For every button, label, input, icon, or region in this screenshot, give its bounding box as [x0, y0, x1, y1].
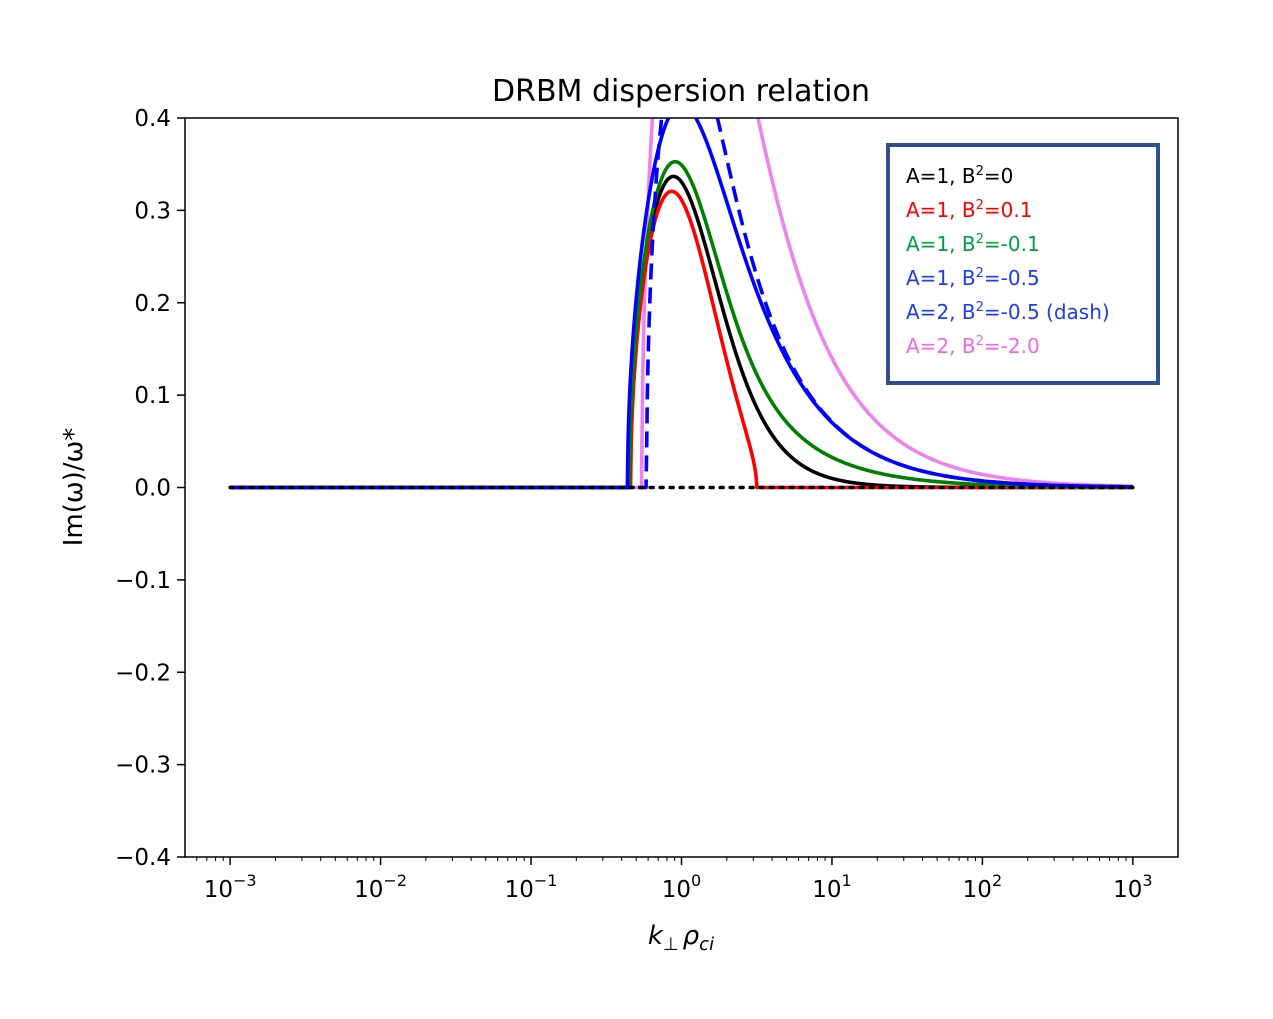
x-label-rho: ρ — [683, 921, 700, 951]
x-tick-label-3: 100 — [662, 871, 701, 903]
x-tick-label-5: 102 — [963, 871, 1002, 903]
x-tick-label-2: 10−1 — [505, 871, 558, 903]
y-axis-label: Im(ω)/ω* — [59, 428, 89, 547]
legend-box — [886, 143, 1160, 385]
legend-entry-2: A=1, B2=-0.1 — [906, 232, 1040, 256]
y-tick-label-4: 0.0 — [134, 476, 171, 502]
legend-entry-1: A=1, B2=0.1 — [906, 198, 1032, 222]
x-axis-label: k⊥ ρci — [648, 921, 714, 955]
y-axis: 0.4 0.3 0.2 0.1 0.0 −0.1 −0.2 −0.3 −0.4 — [115, 106, 185, 871]
x-label-sub-ci: ci — [699, 934, 714, 955]
x-tick-label-6: 103 — [1113, 871, 1152, 903]
legend-entry-3: A=1, B2=-0.5 — [906, 266, 1040, 290]
y-tick-label-2: 0.2 — [134, 291, 171, 317]
x-axis: 10−3 10−2 10−1 100 101 102 103 — [196, 857, 1153, 903]
legend: A=1, B2=0 A=1, B2=0.1 A=1, B2=-0.1 A=1, B2=… — [886, 143, 1160, 385]
y-tick-label-0: 0.4 — [134, 106, 171, 132]
legend-entry-5: A=2, B2=-2.0 — [906, 334, 1040, 358]
y-tick-label-6: −0.2 — [115, 660, 171, 686]
x-tick-label-4: 101 — [812, 871, 851, 903]
y-tick-label-8: −0.4 — [115, 845, 171, 871]
x-label-k: k — [648, 921, 664, 951]
legend-entry-4: A=2, B2=-0.5 (dash) — [906, 300, 1110, 324]
legend-entry-0: A=1, B2=0 — [906, 164, 1013, 188]
y-tick-label-3: 0.1 — [134, 383, 171, 409]
y-tick-label-1: 0.3 — [134, 198, 171, 224]
y-tick-label-5: −0.1 — [115, 568, 171, 594]
chart-title: DRBM dispersion relation — [492, 74, 870, 109]
x-tick-label-0: 10−3 — [204, 871, 257, 903]
y-tick-label-7: −0.3 — [115, 753, 171, 779]
x-tick-label-1: 10−2 — [354, 871, 407, 903]
x-label-sub-perp: ⊥ — [663, 934, 679, 955]
